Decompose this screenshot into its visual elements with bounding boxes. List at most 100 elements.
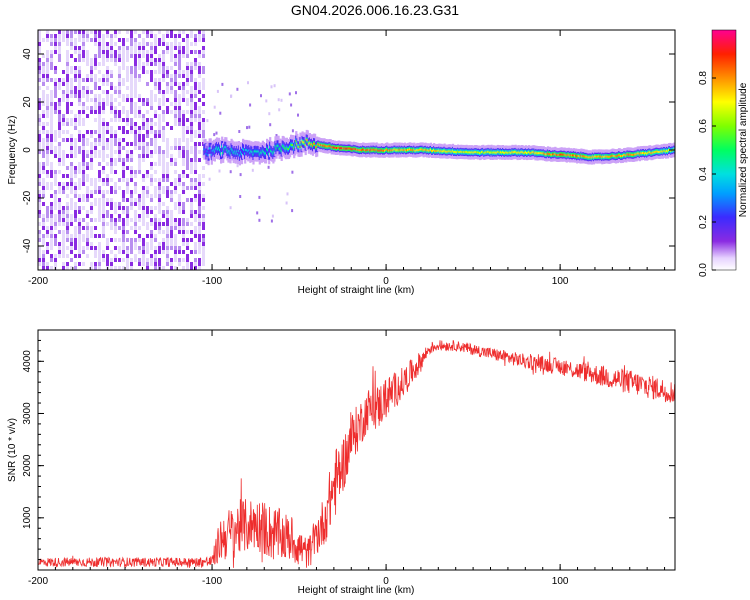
noise-cell	[86, 186, 89, 190]
noise-cell	[94, 62, 97, 66]
noise-cell	[247, 81, 249, 85]
noise-cell	[98, 162, 101, 166]
noise-cell	[66, 98, 69, 102]
noise-cell	[146, 58, 149, 62]
noise-cell	[106, 238, 109, 242]
noise-cell	[110, 166, 113, 170]
noise-cell	[158, 246, 161, 250]
noise-cell	[106, 126, 109, 130]
noise-cell	[126, 262, 129, 266]
noise-cell	[114, 110, 117, 114]
noise-cell	[270, 219, 273, 223]
noise-cell	[162, 150, 165, 154]
noise-cell	[122, 210, 125, 214]
noise-cell	[82, 138, 85, 142]
noise-cell	[46, 130, 49, 134]
noise-cell	[78, 94, 81, 98]
noise-cell	[134, 50, 137, 54]
noise-cell	[158, 194, 161, 198]
noise-cell	[66, 122, 69, 126]
noise-cell	[138, 78, 141, 82]
noise-cell	[78, 186, 81, 190]
noise-cell	[126, 158, 129, 162]
noise-cell	[78, 206, 81, 210]
noise-cell	[174, 94, 177, 98]
noise-cell	[178, 258, 181, 262]
noise-cell	[50, 110, 53, 114]
noise-cell	[110, 218, 113, 222]
noise-cell	[170, 246, 173, 250]
noise-cell	[134, 102, 137, 106]
noise-cell	[194, 210, 197, 214]
noise-cell	[154, 142, 157, 146]
noise-cell	[74, 142, 77, 146]
noise-cell	[86, 50, 89, 54]
noise-cell	[190, 162, 193, 166]
noise-cell	[174, 58, 177, 62]
noise-cell	[194, 214, 197, 218]
noise-cell	[190, 166, 193, 170]
noise-cell	[142, 50, 145, 54]
noise-cell	[138, 154, 141, 158]
noise-cell	[106, 178, 109, 182]
noise-cell	[158, 86, 161, 90]
noise-cell	[58, 214, 61, 218]
noise-cell	[134, 90, 137, 94]
noise-cell	[134, 230, 137, 234]
noise-cell	[122, 230, 125, 234]
noise-cell	[138, 202, 141, 206]
noise-cell	[134, 170, 137, 174]
noise-cell	[82, 46, 85, 50]
noise-cell	[130, 54, 133, 58]
ridge-peak	[248, 149, 251, 152]
noise-cell	[122, 46, 125, 50]
noise-cell	[66, 66, 69, 70]
noise-cell	[198, 190, 201, 194]
noise-cell	[38, 106, 41, 110]
noise-cell	[38, 142, 41, 146]
noise-cell	[82, 234, 85, 238]
noise-cell	[58, 78, 61, 82]
noise-cell	[90, 226, 93, 230]
noise-cell	[50, 98, 53, 102]
noise-cell	[122, 78, 125, 82]
noise-cell	[62, 234, 65, 238]
noise-cell	[90, 206, 93, 210]
noise-cell	[110, 154, 113, 158]
noise-cell	[46, 78, 49, 82]
noise-cell	[114, 54, 117, 58]
noise-cell	[190, 170, 193, 174]
noise-cell	[122, 194, 125, 198]
noise-cell	[58, 254, 61, 258]
noise-cell	[162, 246, 165, 250]
noise-cell	[130, 102, 133, 106]
noise-cell	[74, 218, 77, 222]
noise-cell	[178, 154, 181, 158]
noise-cell	[42, 218, 45, 222]
noise-cell	[70, 202, 73, 206]
noise-cell	[38, 202, 41, 206]
noise-cell	[94, 190, 97, 194]
noise-cell	[106, 94, 109, 98]
noise-cell	[186, 242, 189, 246]
noise-cell	[78, 226, 81, 230]
noise-cell	[271, 214, 274, 218]
noise-cell	[54, 66, 57, 70]
noise-cell	[42, 138, 45, 142]
noise-cell	[122, 162, 125, 166]
noise-cell	[202, 166, 205, 170]
noise-cell	[146, 234, 149, 238]
noise-cell	[190, 262, 193, 266]
noise-cell	[42, 214, 45, 218]
noise-cell	[98, 110, 101, 114]
noise-cell	[106, 130, 109, 134]
noise-cell	[166, 162, 169, 166]
noise-cell	[158, 206, 161, 210]
noise-cell	[46, 262, 49, 266]
noise-cell	[66, 58, 69, 62]
noise-cell	[74, 166, 77, 170]
noise-cell	[110, 214, 113, 218]
noise-cell	[110, 54, 113, 58]
noise-cell	[182, 158, 185, 162]
noise-cell	[42, 262, 45, 266]
